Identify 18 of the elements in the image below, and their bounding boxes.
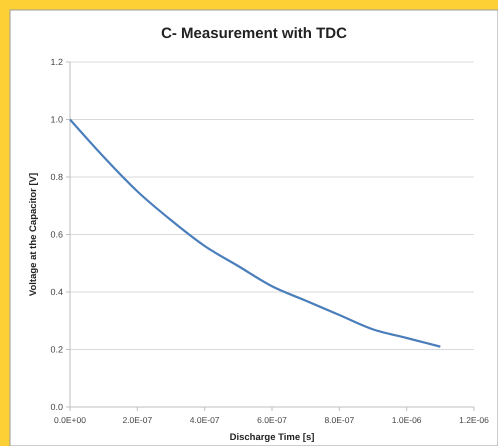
y-tick-label: 0.2 (50, 344, 63, 355)
x-axis-title: Discharge Time [s] (230, 432, 314, 443)
y-tick-label: 1.0 (50, 114, 63, 125)
y-tick-label: 0.4 (50, 287, 63, 298)
x-tick-label: 1.0E-06 (392, 415, 422, 425)
y-tick-label: 0.6 (50, 230, 63, 240)
x-tick-label: 0.0E+00 (54, 415, 86, 425)
x-tick-label: 1.2E-06 (459, 415, 490, 425)
x-tick-label: 2.0E-07 (122, 415, 152, 425)
chart-title: C- Measurement with TDC (161, 25, 348, 42)
y-tick-label: 1.2 (50, 57, 63, 68)
x-tick-label: 8.0E-07 (324, 415, 354, 425)
y-tick-label: 0.8 (50, 172, 63, 182)
x-tick-label: 4.0E-07 (190, 415, 220, 425)
y-axis-title: Voltage at the Capacitor [V] (28, 172, 39, 296)
line-series (68, 118, 442, 348)
x-tick-label: 6.0E-07 (257, 415, 288, 425)
y-tick-label: 0.0 (50, 402, 63, 412)
